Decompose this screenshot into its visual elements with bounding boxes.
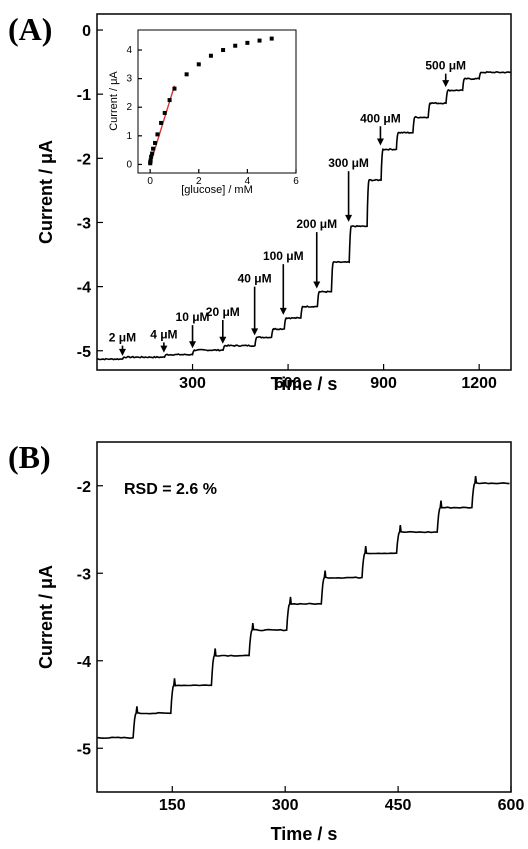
inset-data-point (257, 38, 262, 43)
panel-b-x-axis-title: Time / s (271, 824, 338, 844)
panel-a-x-axis-title: Time / s (271, 374, 338, 394)
concentration-annotation-label: 10 μM (176, 310, 210, 324)
panel-b-y-tick-label: -3 (77, 566, 91, 583)
inset-data-point (269, 36, 274, 41)
panel-b-chart: -2 -3 -4 -5 150 300 450 600 RSD = 2.6 % Time /… (36, 441, 525, 844)
annotation-arrow-head (279, 307, 287, 315)
panel-a-amperometric-trace (96, 70, 511, 361)
inset-data-point (221, 48, 226, 53)
annotation-arrow-head (118, 348, 126, 356)
inset-data-point (167, 98, 172, 103)
concentration-annotation-label: 400 μM (360, 111, 401, 125)
panel-a-y-tick-label: 0 (82, 23, 91, 40)
inset-x-axis-title: [glucose] / mM (181, 184, 253, 196)
inset-x-tick-label: 6 (293, 176, 299, 187)
annotation-arrow-head (219, 336, 227, 344)
panel-a-plot-frame (96, 13, 512, 371)
inset-data-point (155, 132, 160, 137)
panel-a-x-ticks: 300 600 900 1200 (179, 364, 497, 392)
inset-y-tick-label: 1 (126, 131, 132, 142)
annotation-arrow-head (345, 214, 353, 222)
panel-a-y-tick-label: -4 (77, 280, 91, 297)
inset-x-tick-label: 2 (196, 176, 202, 187)
panel-a-y-tick-label: -1 (77, 87, 91, 104)
inset-data-point (148, 158, 153, 163)
inset-data-point (153, 140, 158, 145)
panel-b-amperometric-trace (96, 476, 510, 740)
panel-b-y-tick-label: -4 (77, 654, 91, 671)
annotation-arrow-head (251, 328, 259, 336)
inset-data-point (245, 40, 250, 45)
annotation-arrow-head (442, 80, 450, 88)
inset-y-tick-label: 3 (126, 74, 132, 85)
concentration-annotation-label: 20 μM (206, 305, 240, 319)
inset-data-point (196, 62, 201, 67)
annotation-arrow-head (376, 138, 384, 146)
panel-b-y-axis-title: Current / μA (36, 565, 56, 669)
inset-data-point (233, 43, 238, 48)
panel-b-x-tick-label: 600 (498, 797, 525, 814)
panel-a-y-tick-label: -5 (77, 344, 91, 361)
panel-label-a: (A) (8, 11, 52, 47)
concentration-annotation-label: 500 μM (425, 59, 466, 73)
panel-a-y-tick-label: -2 (77, 151, 91, 168)
inset-y-tick-label: 2 (126, 102, 132, 113)
concentration-annotation-label: 4 μM (150, 327, 177, 341)
inset-y-axis-title: Current / μA (108, 71, 120, 131)
inset-data-point (151, 146, 156, 151)
inset-data-point (162, 110, 167, 115)
concentration-annotation-label: 40 μM (238, 272, 272, 286)
inset-data-points (148, 36, 274, 166)
rsd-annotation: RSD = 2.6 % (124, 481, 217, 498)
inset-x-tick-label: 0 (147, 176, 153, 187)
concentration-annotation-label: 200 μM (296, 217, 337, 231)
annotation-arrow-head (189, 341, 197, 349)
panel-b-y-tick-label: -5 (77, 741, 91, 758)
panel-a-x-tick-label: 900 (370, 375, 397, 392)
panel-a-x-tick-label: 1200 (461, 375, 497, 392)
concentration-annotation-label: 2 μM (109, 331, 136, 345)
panel-b-y-ticks: -2 -3 -4 -5 (77, 479, 103, 758)
panel-b-y-tick-label: -2 (77, 479, 91, 496)
inset-y-tick-label: 4 (126, 45, 132, 56)
panel-b-x-tick-label: 150 (159, 797, 186, 814)
concentration-annotation-label: 300 μM (328, 156, 369, 170)
inset-data-point (149, 154, 154, 159)
inset-data-point (150, 151, 155, 156)
panel-a-y-ticks: 0 -1 -2 -3 -4 -5 (77, 23, 103, 361)
annotation-arrow-head (313, 281, 321, 289)
inset-x-tick-label: 4 (245, 176, 251, 187)
panel-a-y-axis-title: Current / μA (36, 140, 56, 244)
panel-label-b: (B) (8, 439, 51, 475)
panel-b-plot-frame (96, 441, 512, 793)
inset-background (138, 30, 296, 173)
inset-calibration-plot: 0 1 2 3 4 0 2 4 6 [glucose] / mM Current / μA (108, 29, 299, 196)
panel-a-x-tick-label: 300 (179, 375, 206, 392)
inset-y-tick-label: 0 (126, 159, 132, 170)
inset-frame (137, 29, 297, 174)
panel-b-x-tick-label: 450 (385, 797, 412, 814)
inset-ticks: 0 1 2 3 4 0 2 4 6 (126, 45, 299, 187)
annotation-arrow-head (160, 345, 168, 353)
concentration-annotation-label: 100 μM (263, 249, 304, 263)
panel-b-x-ticks: 150 300 450 600 (159, 786, 525, 814)
inset-data-point (172, 86, 177, 91)
inset-data-point (184, 72, 189, 77)
panel-a-y-tick-label: -3 (77, 215, 91, 232)
panel-a-x-tick-label: 600 (275, 375, 302, 392)
inset-data-point (208, 53, 213, 58)
inset-data-point (159, 120, 164, 125)
panel-b-x-tick-label: 300 (272, 797, 299, 814)
